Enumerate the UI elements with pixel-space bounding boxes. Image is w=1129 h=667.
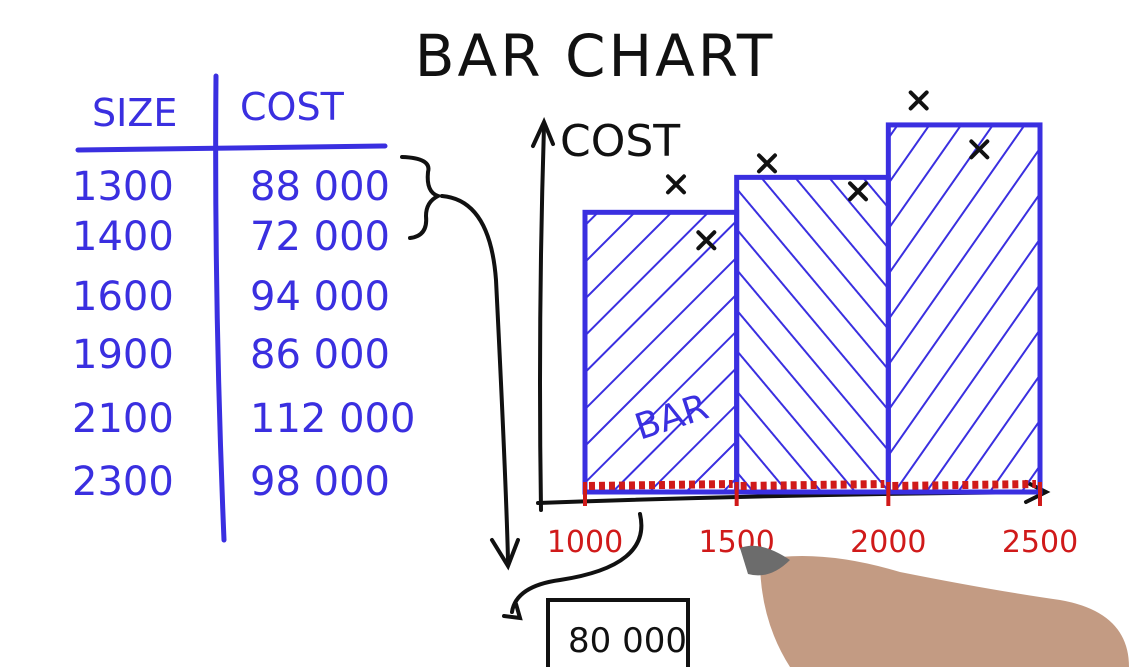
data-point [969, 139, 990, 160]
y-axis-arrowhead [531, 116, 555, 148]
presenter-hand [740, 545, 1129, 667]
connector-arrow [440, 194, 510, 562]
bar-base-marking [740, 480, 885, 490]
table-cell-cost: 94 000 [250, 274, 390, 320]
table-header-cost: COST [240, 85, 345, 129]
table-cell-size: 1600 [72, 274, 174, 320]
callout-connector [510, 512, 644, 614]
connector-arrowhead [490, 538, 520, 571]
table-cell-size: 1400 [72, 214, 174, 260]
y-axis-label: COST [560, 116, 680, 167]
data-point [757, 153, 777, 174]
table-cell-size: 1900 [72, 332, 174, 378]
bar [885, 122, 1043, 495]
table-cell-cost: 88 000 [250, 164, 390, 210]
data-point [696, 230, 717, 251]
chart-title: BAR CHART [415, 22, 776, 90]
bar [734, 174, 891, 495]
table-body: 1300 88 000 1400 72 000 1600 94 000 1900 86 000… [72, 164, 415, 505]
bar-chart: COST 1000 1500 2000 2500 BAR [531, 90, 1078, 560]
data-point [908, 90, 929, 111]
table-header-divider [75, 143, 388, 153]
bar [582, 209, 740, 495]
row-bracket [400, 155, 444, 240]
bar-base-marking [892, 480, 1037, 490]
table-cell-size: 2100 [72, 396, 174, 442]
callout-box [546, 598, 690, 667]
table-header-size: SIZE [92, 91, 177, 135]
table-cell-cost: 98 000 [250, 459, 390, 505]
x-tick-label: 2500 [1002, 525, 1078, 560]
data-table: SIZE COST 1300 88 000 1400 72 000 1600 94 000… [72, 73, 520, 571]
table-cell-size: 2300 [72, 459, 174, 505]
table-cell-cost: 112 000 [250, 396, 415, 442]
callout-arrowhead [502, 602, 523, 621]
table-cell-size: 1300 [72, 164, 174, 210]
x-tick-label: 1000 [547, 525, 623, 560]
table-cell-cost: 86 000 [250, 332, 390, 378]
data-point [848, 181, 868, 202]
bar-base-marking [588, 480, 733, 490]
x-tick-label: 2000 [850, 525, 926, 560]
table-cell-cost: 72 000 [250, 214, 390, 260]
data-point [666, 174, 686, 195]
callout: 80 000 [502, 512, 690, 667]
table-column-divider [213, 73, 227, 543]
callout-value: 80 000 [568, 621, 687, 661]
y-axis [538, 124, 546, 512]
